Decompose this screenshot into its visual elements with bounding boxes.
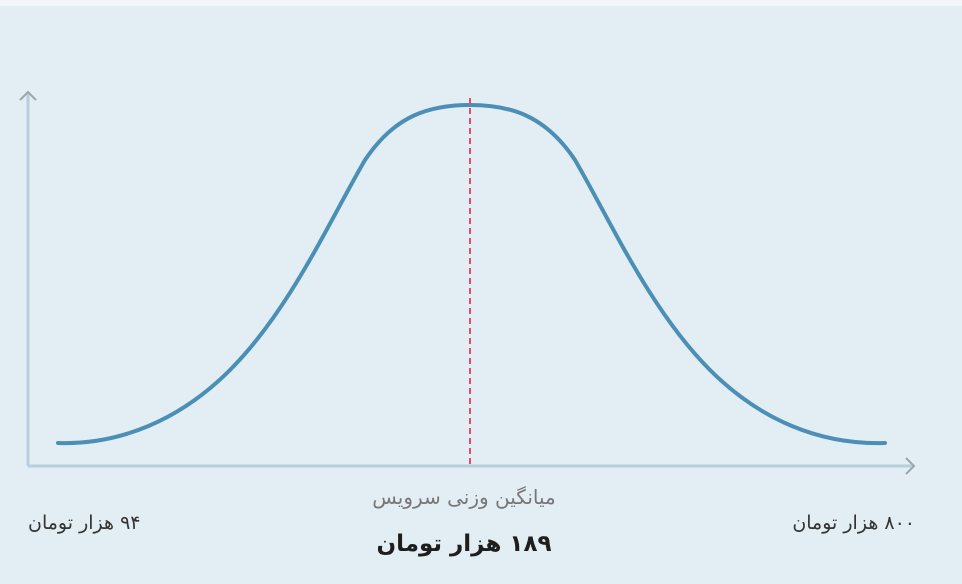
- axes: [19, 90, 916, 475]
- top-strip: [0, 0, 962, 6]
- max-label: ۸۰۰ هزار تومان: [792, 512, 915, 534]
- y-arrow: [19, 90, 37, 101]
- min-label: ۹۴ هزار تومان: [28, 512, 141, 534]
- mean-value: ۱۸۹ هزار تومان: [376, 531, 552, 557]
- x-arrow: [905, 457, 916, 475]
- bell-curve: [56, 102, 887, 446]
- mean-caption: میانگین وزنی سرویس: [372, 485, 556, 509]
